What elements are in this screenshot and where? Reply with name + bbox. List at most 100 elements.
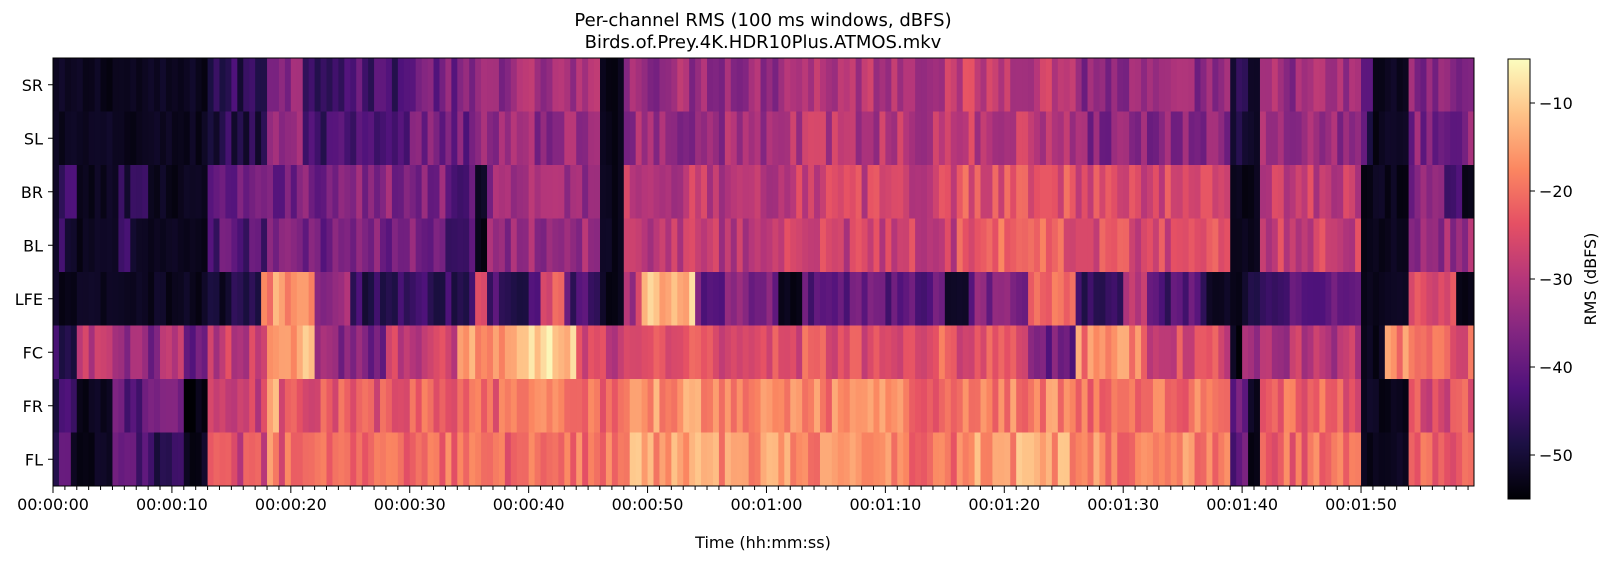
heatmap-cell (136, 379, 143, 433)
heatmap-cell (302, 272, 310, 326)
heatmap-cell (921, 58, 928, 112)
heatmap-cell (1313, 432, 1321, 486)
heatmap-cell (1206, 432, 1213, 486)
heatmap-cell (1034, 272, 1041, 326)
heatmap-cell (463, 218, 470, 272)
heatmap-cell (1259, 272, 1267, 326)
heatmap-cell (540, 379, 548, 433)
heatmap-cell (1129, 272, 1136, 326)
heatmap-cell (1325, 379, 1332, 433)
x-tick-label: 00:01:50 (1325, 495, 1397, 514)
heatmap-cell (64, 272, 72, 326)
heatmap-cell (528, 272, 536, 326)
heatmap-cell (897, 272, 904, 326)
heatmap-cell (1141, 272, 1148, 326)
heatmap-cell (1372, 111, 1380, 165)
heatmap-cell (1039, 432, 1047, 486)
heatmap-cell (1200, 58, 1208, 112)
heatmap-cell (730, 111, 738, 165)
heatmap-cell (314, 165, 322, 219)
heatmap-cell (100, 111, 108, 165)
heatmap-cell (70, 325, 78, 379)
heatmap-cell (451, 325, 458, 379)
heatmap-cell (374, 432, 381, 486)
heatmap-cell (1051, 111, 1059, 165)
heatmap-cell (433, 432, 441, 486)
heatmap-cell (154, 111, 161, 165)
heatmap-cell (879, 111, 886, 165)
chart-title: Per-channel RMS (100 ms windows, dBFS) (574, 10, 951, 31)
heatmap-cell (1343, 432, 1350, 486)
heatmap-cell (873, 218, 881, 272)
heatmap-cell (932, 165, 940, 219)
heatmap-cell (1117, 218, 1124, 272)
heatmap-cell (1028, 325, 1035, 379)
heatmap-cell (1456, 325, 1463, 379)
heatmap-cell (605, 272, 613, 326)
heatmap-cell (546, 165, 554, 219)
heatmap-cell (498, 165, 506, 219)
heatmap-cell (861, 272, 869, 326)
heatmap-cell (308, 111, 316, 165)
heatmap-cell (53, 218, 60, 272)
heatmap-cell (165, 325, 173, 379)
heatmap-cell (290, 432, 298, 486)
heatmap-cell (1206, 272, 1213, 326)
heatmap-cell (1254, 432, 1261, 486)
heatmap-cell (338, 432, 345, 486)
heatmap-cell (576, 325, 583, 379)
heatmap-cell (528, 325, 536, 379)
heatmap-cell (582, 111, 589, 165)
heatmap-cell (879, 325, 886, 379)
heatmap-cell (689, 58, 696, 112)
heatmap-cell (891, 379, 898, 433)
heatmap-cell (1081, 165, 1089, 219)
heatmap-cell (403, 111, 411, 165)
heatmap-cell (189, 379, 197, 433)
heatmap-cell (891, 325, 898, 379)
heatmap-cell (445, 58, 452, 112)
heatmap-cell (243, 218, 250, 272)
heatmap-cell (600, 432, 607, 486)
heatmap-cell (385, 325, 393, 379)
heatmap-cell (552, 165, 559, 219)
heatmap-cell (338, 325, 345, 379)
heatmap-cell (1123, 165, 1130, 219)
heatmap-cell (849, 432, 857, 486)
heatmap-cell (1384, 379, 1392, 433)
heatmap-cell (409, 379, 417, 433)
heatmap-cell (635, 218, 643, 272)
heatmap-cell (207, 379, 215, 433)
heatmap-cell (112, 111, 120, 165)
heatmap-cell (433, 272, 441, 326)
heatmap-cell (165, 379, 173, 433)
heatmap-cell (659, 218, 666, 272)
heatmap-cell (1182, 432, 1190, 486)
heatmap-cell (481, 272, 488, 326)
heatmap-cell (582, 325, 589, 379)
heatmap-cell (683, 325, 690, 379)
heatmap-cell (231, 218, 238, 272)
heatmap-row-lfe (53, 272, 1474, 326)
heatmap-cell (1271, 325, 1279, 379)
heatmap-cell (712, 325, 720, 379)
heatmap-cell (344, 325, 351, 379)
heatmap-cell (546, 432, 554, 486)
heatmap-cell (1337, 325, 1344, 379)
heatmap-cell (522, 111, 530, 165)
heatmap-cell (1283, 272, 1291, 326)
heatmap-cell (956, 165, 964, 219)
heatmap-cell (332, 218, 339, 272)
heatmap-cell (1200, 218, 1208, 272)
heatmap-cell (1444, 218, 1451, 272)
heatmap-cell (712, 432, 720, 486)
heatmap-cell (1051, 272, 1059, 326)
heatmap-cell (481, 111, 488, 165)
heatmap-cell (148, 325, 155, 379)
heatmap-cell (510, 272, 518, 326)
heatmap-cell (1146, 325, 1154, 379)
heatmap-cell (427, 165, 435, 219)
heatmap-cell (237, 165, 244, 219)
heatmap-cell (1295, 432, 1303, 486)
heatmap-cell (1307, 218, 1315, 272)
